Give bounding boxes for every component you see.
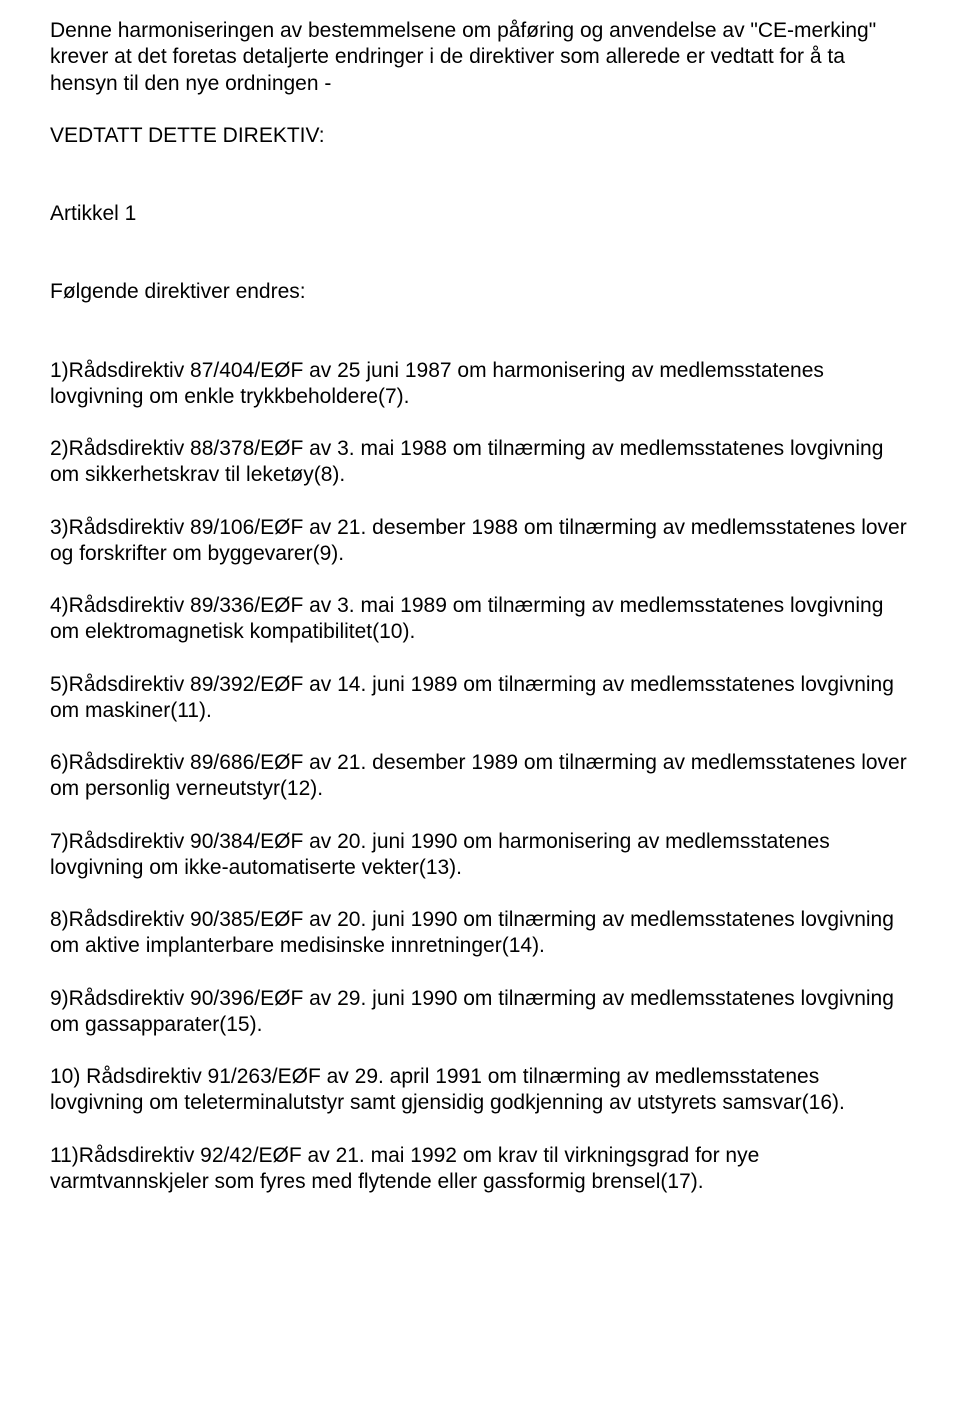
list-item-4: 4)Rådsdirektiv 89/336/EØF av 3. mai 1989… (50, 593, 910, 646)
list-item-6: 6)Rådsdirektiv 89/686/EØF av 21. desembe… (50, 750, 910, 803)
list-item-7: 7)Rådsdirektiv 90/384/EØF av 20. juni 19… (50, 829, 910, 882)
article-heading: Artikkel 1 (50, 201, 910, 227)
list-item-9: 9)Rådsdirektiv 90/396/EØF av 29. juni 19… (50, 986, 910, 1039)
list-item-5: 5)Rådsdirektiv 89/392/EØF av 14. juni 19… (50, 672, 910, 725)
list-item-2: 2)Rådsdirektiv 88/378/EØF av 3. mai 1988… (50, 436, 910, 489)
list-item-1: 1)Rådsdirektiv 87/404/EØF av 25 juni 198… (50, 358, 910, 411)
intro-sentence: Følgende direktiver endres: (50, 279, 910, 305)
list-item-11: 11)Rådsdirektiv 92/42/EØF av 21. mai 199… (50, 1143, 910, 1196)
list-item-8: 8)Rådsdirektiv 90/385/EØF av 20. juni 19… (50, 907, 910, 960)
list-item-3: 3)Rådsdirektiv 89/106/EØF av 21. desembe… (50, 515, 910, 568)
enacting-clause: VEDTATT DETTE DIREKTIV: (50, 123, 910, 149)
preamble-paragraph: Denne harmoniseringen av bestemmelsene o… (50, 18, 910, 97)
list-item-10: 10) Rådsdirektiv 91/263/EØF av 29. april… (50, 1064, 910, 1117)
